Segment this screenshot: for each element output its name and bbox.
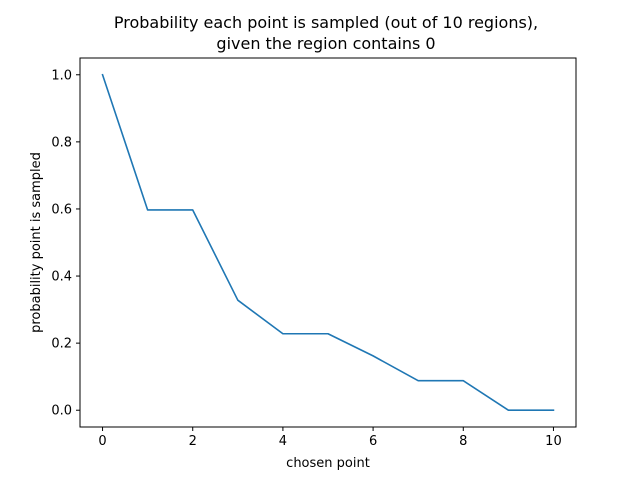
series-group — [101, 73, 555, 412]
x-tick-label: 6 — [369, 434, 377, 449]
y-tick-label: 0.4 — [51, 270, 72, 285]
x-axis-label: chosen point — [286, 456, 370, 471]
y-tick-label: 0.6 — [51, 202, 72, 217]
x-tick-label: 2 — [189, 434, 197, 449]
y-tick-label: 0.2 — [51, 337, 72, 352]
y-tick-label: 0.8 — [51, 135, 72, 150]
y-tick-label: 0.0 — [51, 404, 72, 419]
x-tick-label: 10 — [545, 434, 562, 449]
x-tick-label: 8 — [459, 434, 467, 449]
axis-ticks: 0 2 4 6 8 10 0.0 0.2 0.4 0.6 0.8 1.0 — [51, 68, 561, 449]
y-tick-label: 1.0 — [51, 68, 72, 83]
y-axis-label: probability point is sampled — [29, 152, 44, 333]
x-tick-label: 4 — [279, 434, 287, 449]
series-line-0 — [101, 73, 555, 412]
chart-title-line-1: Probability each point is sampled (out o… — [114, 13, 538, 32]
x-tick-label: 0 — [98, 434, 106, 449]
chart-title-line-2: given the region contains 0 — [216, 34, 435, 53]
plot-frame — [79, 57, 577, 428]
